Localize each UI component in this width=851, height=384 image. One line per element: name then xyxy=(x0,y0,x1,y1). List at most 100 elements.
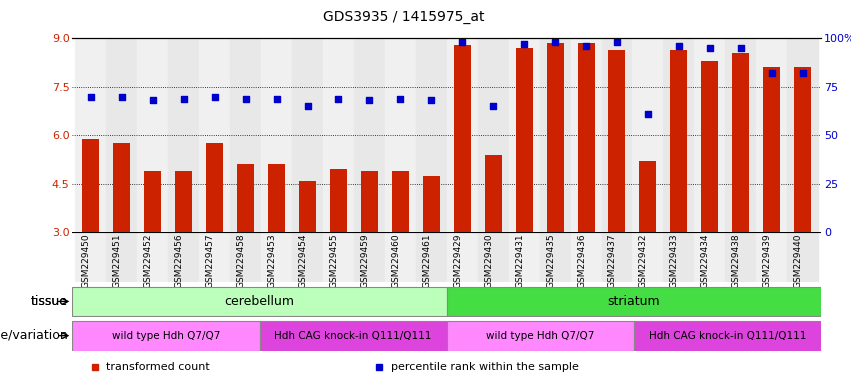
Bar xyxy=(634,321,821,351)
Bar xyxy=(199,38,230,232)
Point xyxy=(270,96,283,102)
Bar xyxy=(385,232,416,282)
Text: GSM229457: GSM229457 xyxy=(206,234,214,288)
Bar xyxy=(72,287,447,316)
Bar xyxy=(757,232,787,282)
Bar xyxy=(447,321,634,351)
Bar xyxy=(106,232,137,282)
Bar xyxy=(757,38,787,232)
Bar xyxy=(76,232,106,282)
Text: GSM229451: GSM229451 xyxy=(113,234,122,288)
Point xyxy=(300,103,314,109)
Point xyxy=(146,98,160,104)
Bar xyxy=(145,171,162,232)
Bar xyxy=(416,38,447,232)
Bar xyxy=(725,232,757,282)
Bar xyxy=(423,176,440,232)
Bar xyxy=(602,232,632,282)
Point xyxy=(580,43,593,49)
Text: transformed count: transformed count xyxy=(106,362,210,372)
Bar xyxy=(230,232,261,282)
Bar xyxy=(106,38,137,232)
Bar xyxy=(168,38,199,232)
Bar xyxy=(268,164,285,232)
Bar xyxy=(540,232,570,282)
Bar xyxy=(540,38,570,232)
Text: GSM229429: GSM229429 xyxy=(454,234,462,288)
Text: GDS3935 / 1415975_at: GDS3935 / 1415975_at xyxy=(323,10,485,23)
Bar xyxy=(361,171,378,232)
Text: GSM229459: GSM229459 xyxy=(361,234,369,288)
Bar xyxy=(671,50,688,232)
Bar xyxy=(608,50,625,232)
Bar xyxy=(260,321,447,351)
Bar xyxy=(632,232,664,282)
Text: GSM229430: GSM229430 xyxy=(484,234,494,288)
Bar xyxy=(292,38,323,232)
Point xyxy=(641,111,654,117)
Text: GSM229454: GSM229454 xyxy=(299,234,307,288)
Bar xyxy=(447,287,821,316)
Bar xyxy=(299,180,316,232)
Text: GSM229455: GSM229455 xyxy=(329,234,339,288)
Bar xyxy=(639,161,656,232)
Bar xyxy=(292,232,323,282)
Point xyxy=(455,39,469,45)
Bar xyxy=(664,38,694,232)
Point xyxy=(393,96,407,102)
Bar xyxy=(230,38,261,232)
Point xyxy=(425,98,438,104)
Text: GSM229461: GSM229461 xyxy=(422,234,431,288)
Point xyxy=(610,39,624,45)
Bar xyxy=(694,232,725,282)
Bar xyxy=(787,232,818,282)
Bar xyxy=(354,232,385,282)
Text: wild type Hdh Q7/Q7: wild type Hdh Q7/Q7 xyxy=(111,331,220,341)
Text: GSM229460: GSM229460 xyxy=(391,234,400,288)
Bar xyxy=(664,232,694,282)
Bar xyxy=(237,164,254,232)
Text: cerebellum: cerebellum xyxy=(225,295,294,308)
Bar xyxy=(732,53,749,232)
Point xyxy=(487,103,500,109)
Bar xyxy=(578,43,595,232)
Text: GSM229456: GSM229456 xyxy=(174,234,184,288)
Bar xyxy=(168,232,199,282)
Text: GSM229452: GSM229452 xyxy=(144,234,153,288)
Bar xyxy=(206,144,223,232)
Point xyxy=(84,94,98,100)
Bar xyxy=(72,321,260,351)
Bar xyxy=(546,43,563,232)
Bar xyxy=(76,38,106,232)
Text: genotype/variation: genotype/variation xyxy=(0,329,68,342)
Text: GSM229437: GSM229437 xyxy=(608,234,617,288)
Point xyxy=(115,94,129,100)
Bar xyxy=(485,155,502,232)
Point xyxy=(177,96,191,102)
Bar xyxy=(416,232,447,282)
Bar xyxy=(570,232,602,282)
Text: GSM229434: GSM229434 xyxy=(701,234,710,288)
Bar xyxy=(602,38,632,232)
Text: wild type Hdh Q7/Q7: wild type Hdh Q7/Q7 xyxy=(486,331,595,341)
Bar xyxy=(763,68,780,232)
Bar xyxy=(113,144,130,232)
Bar xyxy=(694,38,725,232)
Text: GSM229440: GSM229440 xyxy=(794,234,802,288)
Text: GSM229435: GSM229435 xyxy=(546,234,555,288)
Text: GSM229458: GSM229458 xyxy=(237,234,246,288)
Text: Hdh CAG knock-in Q111/Q111: Hdh CAG knock-in Q111/Q111 xyxy=(275,331,431,341)
Bar xyxy=(385,38,416,232)
Point xyxy=(672,43,686,49)
Point xyxy=(796,70,809,76)
Text: tissue: tissue xyxy=(31,295,68,308)
Text: GSM229453: GSM229453 xyxy=(267,234,277,288)
Bar xyxy=(701,61,718,232)
Text: GSM229433: GSM229433 xyxy=(670,234,679,288)
Bar xyxy=(794,68,811,232)
Bar xyxy=(787,38,818,232)
Bar xyxy=(516,48,533,232)
Text: striatum: striatum xyxy=(608,295,660,308)
Point xyxy=(239,96,253,102)
Text: GSM229438: GSM229438 xyxy=(732,234,740,288)
